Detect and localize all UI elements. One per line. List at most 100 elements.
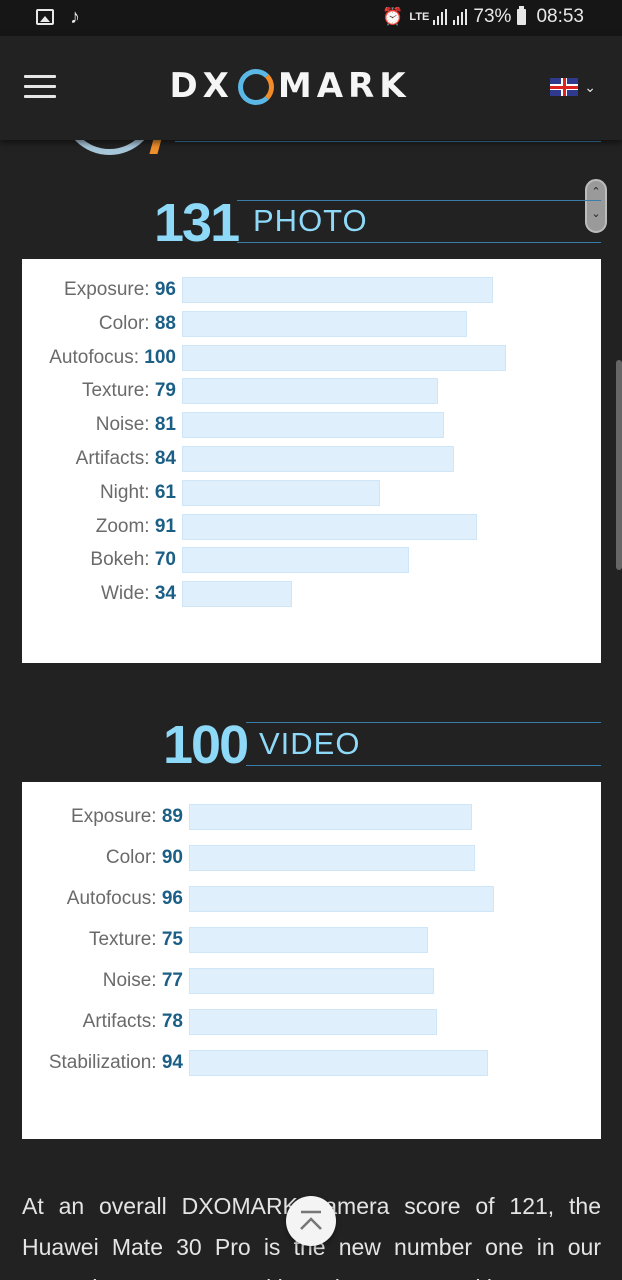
photo-subscore-panel: Exposure: 96 Color: 88 Autofocus: 100 Textu… [22,259,601,663]
dxomark-logo[interactable]: DX MARK [148,66,432,106]
subscore-label: Texture: 75 [89,927,183,953]
subscore-row: Bokeh: 70 [22,547,601,574]
subscore-bar [182,277,493,303]
subscore-bar [182,547,409,574]
page-scrollbar[interactable] [616,360,622,570]
subscore-label: Exposure: 89 [71,804,183,830]
logo-ring-icon [237,69,274,105]
subscore-bar [182,446,454,472]
subscore-value: 79 [154,380,176,402]
subscore-bar [189,845,475,871]
signal-icon [433,9,448,25]
subscore-name: Noise: [102,970,157,991]
subscore-row: Artifacts: 84 [22,446,601,472]
subscore-row: Exposure: 96 [22,277,601,303]
subscore-value: 75 [161,929,183,950]
subscore-row: Wide: 34 [22,581,601,608]
subscore-name: Exposure: [71,806,157,827]
uk-flag-icon [550,78,579,96]
subscore-name: Color: [105,847,157,868]
subscore-name: Zoom: [95,515,150,537]
logo-text-right: MARK [277,66,411,106]
header-line-bottom [246,765,601,766]
subscore-value: 94 [161,1052,183,1073]
subscore-bar [189,1009,437,1035]
music-notification-icon: ♪ [70,6,80,28]
subscore-name: Texture: [81,380,150,402]
chevron-down-icon: ⌄ [584,78,596,95]
back-to-top-button[interactable] [286,1196,336,1246]
subscore-bar [189,804,472,830]
photo-label: PHOTO [253,203,368,238]
subscore-label: Stabilization: 94 [49,1050,183,1076]
subscore-value: 96 [161,888,183,909]
subscore-value: 96 [154,279,176,300]
subscore-bar [182,581,292,608]
subscore-name: Exposure: [64,279,150,300]
subscore-label: Bokeh: 70 [90,547,176,573]
subscore-bar [182,378,438,405]
subscore-name: Night: [99,481,150,503]
header-line-bottom [237,242,601,243]
subscore-name: Noise: [95,414,150,436]
scroll-handle[interactable]: ⌃ ⌄ [585,179,607,233]
subscore-label: Noise: 81 [96,412,176,438]
subscore-name: Color: [98,312,150,334]
subscore-label: Autofocus: 100 [49,345,176,371]
subscore-value: 81 [154,414,176,436]
subscore-bar [189,968,434,994]
video-subscore-panel: Exposure: 89 Color: 90 Autofocus: 96 Textur… [22,782,601,1139]
subscore-row: Exposure: 89 [22,804,601,830]
subscore-value: 61 [154,481,176,503]
subscore-name: Bokeh: [90,549,150,571]
clock: 08:53 [536,6,584,27]
subscore-label: Wide: 34 [101,581,176,607]
language-selector[interactable]: ⌄ [550,78,596,96]
alarm-icon: ⏰ [382,7,404,26]
subscore-label: Artifacts: 78 [83,1009,183,1035]
subscore-bar [189,927,428,953]
status-bar: ♪ ⏰ LTE 73% 08:53 [0,0,622,36]
subscore-bar [182,310,467,337]
subscore-value: 84 [154,448,176,469]
battery-icon [517,6,527,25]
video-score: 100 [163,715,249,775]
photo-section-header: 131 PHOTO [0,196,622,256]
subscore-row: Night: 61 [22,479,601,506]
hamburger-icon[interactable] [24,75,56,99]
subscore-label: Artifacts: 84 [76,446,176,472]
subscore-row: Texture: 75 [22,927,601,953]
subscore-value: 90 [161,847,183,868]
subscore-label: Zoom: 91 [96,514,176,540]
subscore-bar [189,886,494,912]
subscore-label: Autofocus: 96 [67,886,183,912]
subscore-value: 100 [144,346,176,368]
video-section-header: 100 VIDEO [0,718,622,778]
subscore-row: Autofocus: 96 [22,886,601,912]
subscore-row: Artifacts: 78 [22,1009,601,1035]
battery-percent: 73% [473,6,512,27]
subscore-row: Stabilization: 94 [22,1050,601,1076]
subscore-name: Autofocus: [49,346,140,368]
arrow-up-icon [300,1210,322,1230]
subscore-name: Texture: [88,929,157,950]
subscore-row: Texture: 79 [22,378,601,405]
logo-text-left: DX [169,66,234,106]
subscore-bar [182,344,506,371]
subscore-row: Noise: 81 [22,412,601,439]
subscore-bar [189,1050,488,1076]
subscore-label: Texture: 79 [82,378,176,404]
subscore-name: Wide: [101,583,150,605]
subscore-row: Color: 90 [22,845,601,871]
gallery-notification-icon [36,9,54,25]
subscore-row: Autofocus: 100 [22,344,601,371]
subscore-label: Noise: 77 [103,968,183,994]
subscore-row: Zoom: 91 [22,513,601,540]
divider [175,141,601,142]
subscore-row: Color: 88 [22,310,601,337]
photo-score: 131 [154,193,240,253]
subscore-value: 70 [154,549,176,571]
site-header: DX MARK ⌄ [0,36,622,140]
subscore-value: 34 [154,583,176,605]
subscore-label: Color: 90 [106,845,183,871]
